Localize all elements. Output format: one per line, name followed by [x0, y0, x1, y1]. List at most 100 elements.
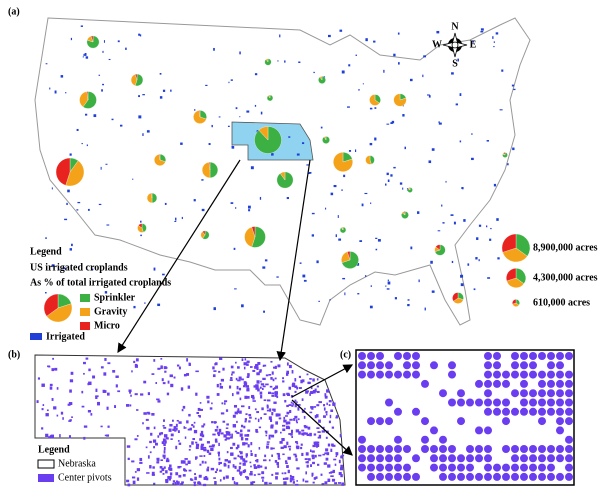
center-pivot-speck: [139, 461, 143, 464]
center-pivot-speck: [254, 408, 257, 411]
center-pivot-speck: [162, 438, 166, 442]
center-pivot-speck: [172, 482, 175, 485]
center-pivot-speck: [253, 385, 257, 388]
center-pivot-speck: [136, 409, 139, 411]
center-pivot-speck: [68, 435, 71, 439]
center-pivot-speck: [255, 386, 259, 390]
center-pivot-speck: [155, 382, 158, 385]
center-pivot-speck: [115, 384, 118, 388]
center-pivot-speck: [282, 393, 286, 397]
center-pivot-speck: [340, 464, 343, 468]
center-pivot-speck: [259, 386, 262, 389]
center-pivot-speck: [282, 424, 286, 427]
center-pivot-speck: [242, 385, 246, 388]
center-pivot-speck: [243, 366, 246, 370]
center-pivot-speck: [321, 483, 325, 485]
center-pivot-speck: [294, 385, 298, 389]
irrigated-speck: [142, 133, 144, 136]
center-pivot-speck: [316, 385, 319, 388]
center-pivot-speck: [153, 482, 156, 485]
center-pivot-speck: [249, 471, 253, 473]
center-pivot-speck: [69, 379, 74, 383]
irrigated-speck: [493, 46, 495, 48]
center-pivot-speck: [325, 457, 329, 461]
center-pivot-speck: [250, 450, 252, 453]
center-pivot-speck: [309, 432, 312, 437]
center-pivot: [538, 389, 546, 398]
center-pivot-speck: [221, 402, 224, 405]
center-pivot: [466, 398, 474, 407]
center-pivot-speck: [157, 400, 161, 403]
center-pivot: [493, 463, 501, 472]
center-pivot-speck: [139, 457, 143, 462]
center-pivot-speck: [165, 470, 168, 474]
center-pivot-speck: [170, 433, 174, 437]
center-pivot-speck: [233, 457, 237, 460]
center-pivot-speck: [300, 443, 303, 446]
center-pivot-speck: [291, 429, 293, 434]
center-pivot-speck: [161, 441, 165, 445]
center-pivot-speck: [147, 412, 151, 415]
center-pivot-speck: [195, 446, 199, 450]
center-pivot-speck: [182, 405, 186, 409]
pie-wedge: [134, 73, 138, 81]
center-pivot: [394, 407, 402, 416]
center-pivot: [376, 370, 384, 379]
center-pivot-speck: [212, 433, 216, 436]
center-pivot-speck: [275, 385, 279, 389]
center-pivot-speck: [326, 389, 330, 393]
center-pivot-speck: [328, 404, 331, 407]
center-pivot-speck: [193, 421, 196, 424]
center-pivot-speck: [256, 459, 259, 463]
center-pivot-speck: [238, 466, 241, 470]
center-pivot-speck: [155, 442, 158, 446]
center-pivot-speck: [335, 452, 339, 455]
pie-wedge: [65, 160, 85, 187]
center-pivot-speck: [216, 393, 220, 396]
center-pivot-speck: [331, 443, 334, 447]
center-pivot-speck: [246, 476, 250, 480]
center-pivot-speck: [95, 395, 98, 399]
legend-swatch: [37, 459, 55, 469]
center-pivot-speck: [159, 470, 163, 473]
center-pivot-speck: [83, 425, 88, 428]
center-pivot-speck: [163, 434, 168, 438]
center-pivot-speck: [180, 460, 185, 464]
center-pivot-speck: [250, 465, 252, 468]
center-pivot-speck: [216, 425, 219, 429]
center-pivot-speck: [106, 434, 110, 437]
center-pivot-speck: [180, 387, 184, 391]
irrigated-speck: [246, 110, 250, 113]
irrigated-speck: [159, 96, 163, 99]
center-pivot-speck: [214, 429, 218, 432]
center-pivot-speck: [270, 360, 273, 363]
center-pivot-speck: [173, 376, 176, 379]
irrigated-speck: [298, 61, 301, 64]
center-pivot-speck: [291, 370, 294, 374]
irrigated-speck: [428, 160, 432, 164]
irrigated-speck: [373, 40, 376, 43]
center-pivot-speck: [132, 480, 136, 485]
irrigated-speck: [159, 72, 162, 75]
center-pivot-speck: [177, 430, 180, 434]
center-pivot-speck: [282, 453, 285, 456]
irrigated-speck: [445, 180, 447, 183]
center-pivot-speck: [257, 361, 261, 365]
irrigated-speck: [511, 84, 515, 87]
center-pivot: [358, 445, 366, 453]
center-pivot-speck: [248, 420, 251, 423]
irrigated-speck: [66, 202, 68, 206]
center-pivot-speck: [219, 357, 223, 360]
center-pivot-speck: [151, 412, 155, 416]
center-pivot: [466, 463, 474, 472]
irrigated-speck: [76, 209, 79, 211]
irrigated-speck: [93, 114, 97, 118]
center-pivot: [556, 352, 564, 360]
center-pivot-speck: [211, 445, 215, 448]
irrigated-speck: [80, 25, 83, 27]
center-pivot: [538, 398, 546, 407]
center-pivot-speck: [283, 419, 287, 423]
center-pivot: [511, 445, 519, 453]
irrigated-speck: [393, 166, 396, 169]
center-pivot-speck: [285, 415, 288, 417]
